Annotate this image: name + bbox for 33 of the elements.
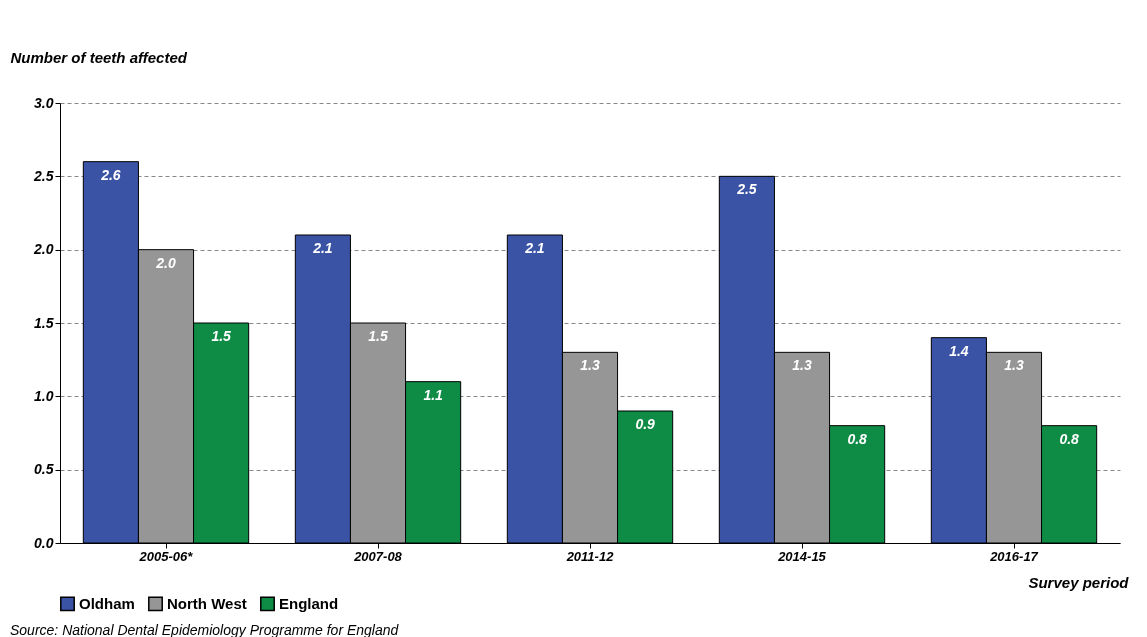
x-tick-label: 2016-17	[989, 548, 1039, 564]
y-tick-label: 2.5	[33, 167, 54, 184]
data-label: 1.3	[1004, 357, 1024, 374]
data-label: 2.6	[100, 166, 121, 183]
y-tick-label: 0.0	[34, 534, 54, 551]
x-tick-label: 2007-08	[353, 548, 403, 564]
legend-label: Oldham	[79, 594, 135, 612]
x-tick-label: 2014-15	[777, 548, 827, 564]
y-tick-label: 1.0	[34, 387, 54, 404]
legend-label: North West	[167, 594, 247, 612]
data-label: 1.1	[423, 386, 444, 403]
data-label: 1.4	[949, 342, 969, 359]
source-note: Source: National Dental Epidemiology Programme for England	[10, 622, 400, 637]
data-label: 1.3	[580, 357, 600, 374]
data-label: 1.5	[368, 328, 388, 344]
data-label: 0.8	[847, 430, 868, 447]
data-label: 0.8	[1059, 430, 1080, 447]
y-tick-label: 1.5	[34, 314, 54, 331]
legend-label: England	[279, 594, 339, 612]
data-label: 2.5	[736, 181, 757, 198]
y-tick-label: 2.0	[33, 241, 54, 258]
x-tick-label: 2005-06*	[138, 548, 194, 564]
data-label: 1.5	[211, 328, 232, 344]
data-label: 0.9	[635, 416, 656, 432]
data-label: 2.1	[312, 240, 333, 256]
y-axis-title: Number of teeth affected	[10, 48, 188, 66]
y-tick-label: 3.0	[34, 94, 54, 111]
data-label: 2.0	[155, 254, 176, 271]
y-tick-label: 0.5	[34, 461, 54, 478]
x-axis-title: Survey period	[1028, 573, 1130, 591]
data-label: 1.3	[792, 357, 812, 374]
x-tick-label: 2011-12	[565, 548, 615, 564]
data-label: 2.1	[524, 240, 545, 256]
